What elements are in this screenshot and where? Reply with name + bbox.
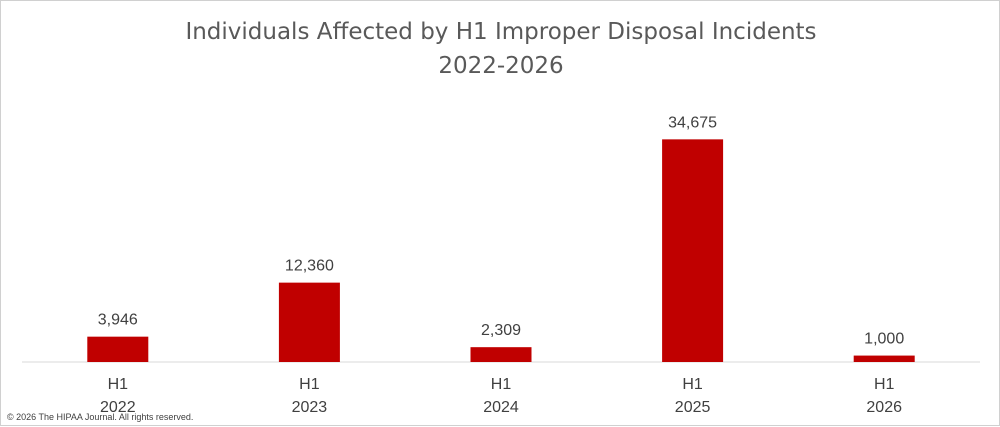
x-tick-label-2024-line2: 2024 xyxy=(483,399,519,416)
data-label-2024: 2,309 xyxy=(481,322,521,339)
data-label-2026: 1,000 xyxy=(864,331,904,348)
data-label-2022: 3,946 xyxy=(98,312,138,329)
x-tick-label-2023-line1: H1 xyxy=(299,376,320,393)
x-tick-label-2025-line1: H1 xyxy=(682,376,703,393)
x-tick-label-2022-line2: 2022 xyxy=(100,399,136,416)
bar-2022 xyxy=(87,336,149,362)
x-tick-label-2026-line1: H1 xyxy=(874,376,895,393)
x-tick-label-2025-line2: 2025 xyxy=(675,399,711,416)
chart-title: Individuals Affected by H1 Improper Disp… xyxy=(185,19,817,45)
x-tick-label-2024-line1: H1 xyxy=(491,376,512,393)
chart-subtitle: 2022-2026 xyxy=(438,53,564,79)
data-label-2023: 12,360 xyxy=(285,258,334,275)
bar-2026 xyxy=(853,355,915,362)
x-tick-label-2026-line2: 2026 xyxy=(866,399,902,416)
x-tick-label-2022-line1: H1 xyxy=(108,376,129,393)
copyright-notice: © 2026 The HIPAA Journal. All rights res… xyxy=(7,412,194,422)
x-tick-label-2023-line2: 2023 xyxy=(292,399,328,416)
data-label-2025: 34,675 xyxy=(668,114,717,131)
bar-2025 xyxy=(662,139,724,362)
bar-2024 xyxy=(470,347,532,362)
bar-2023 xyxy=(278,282,340,362)
